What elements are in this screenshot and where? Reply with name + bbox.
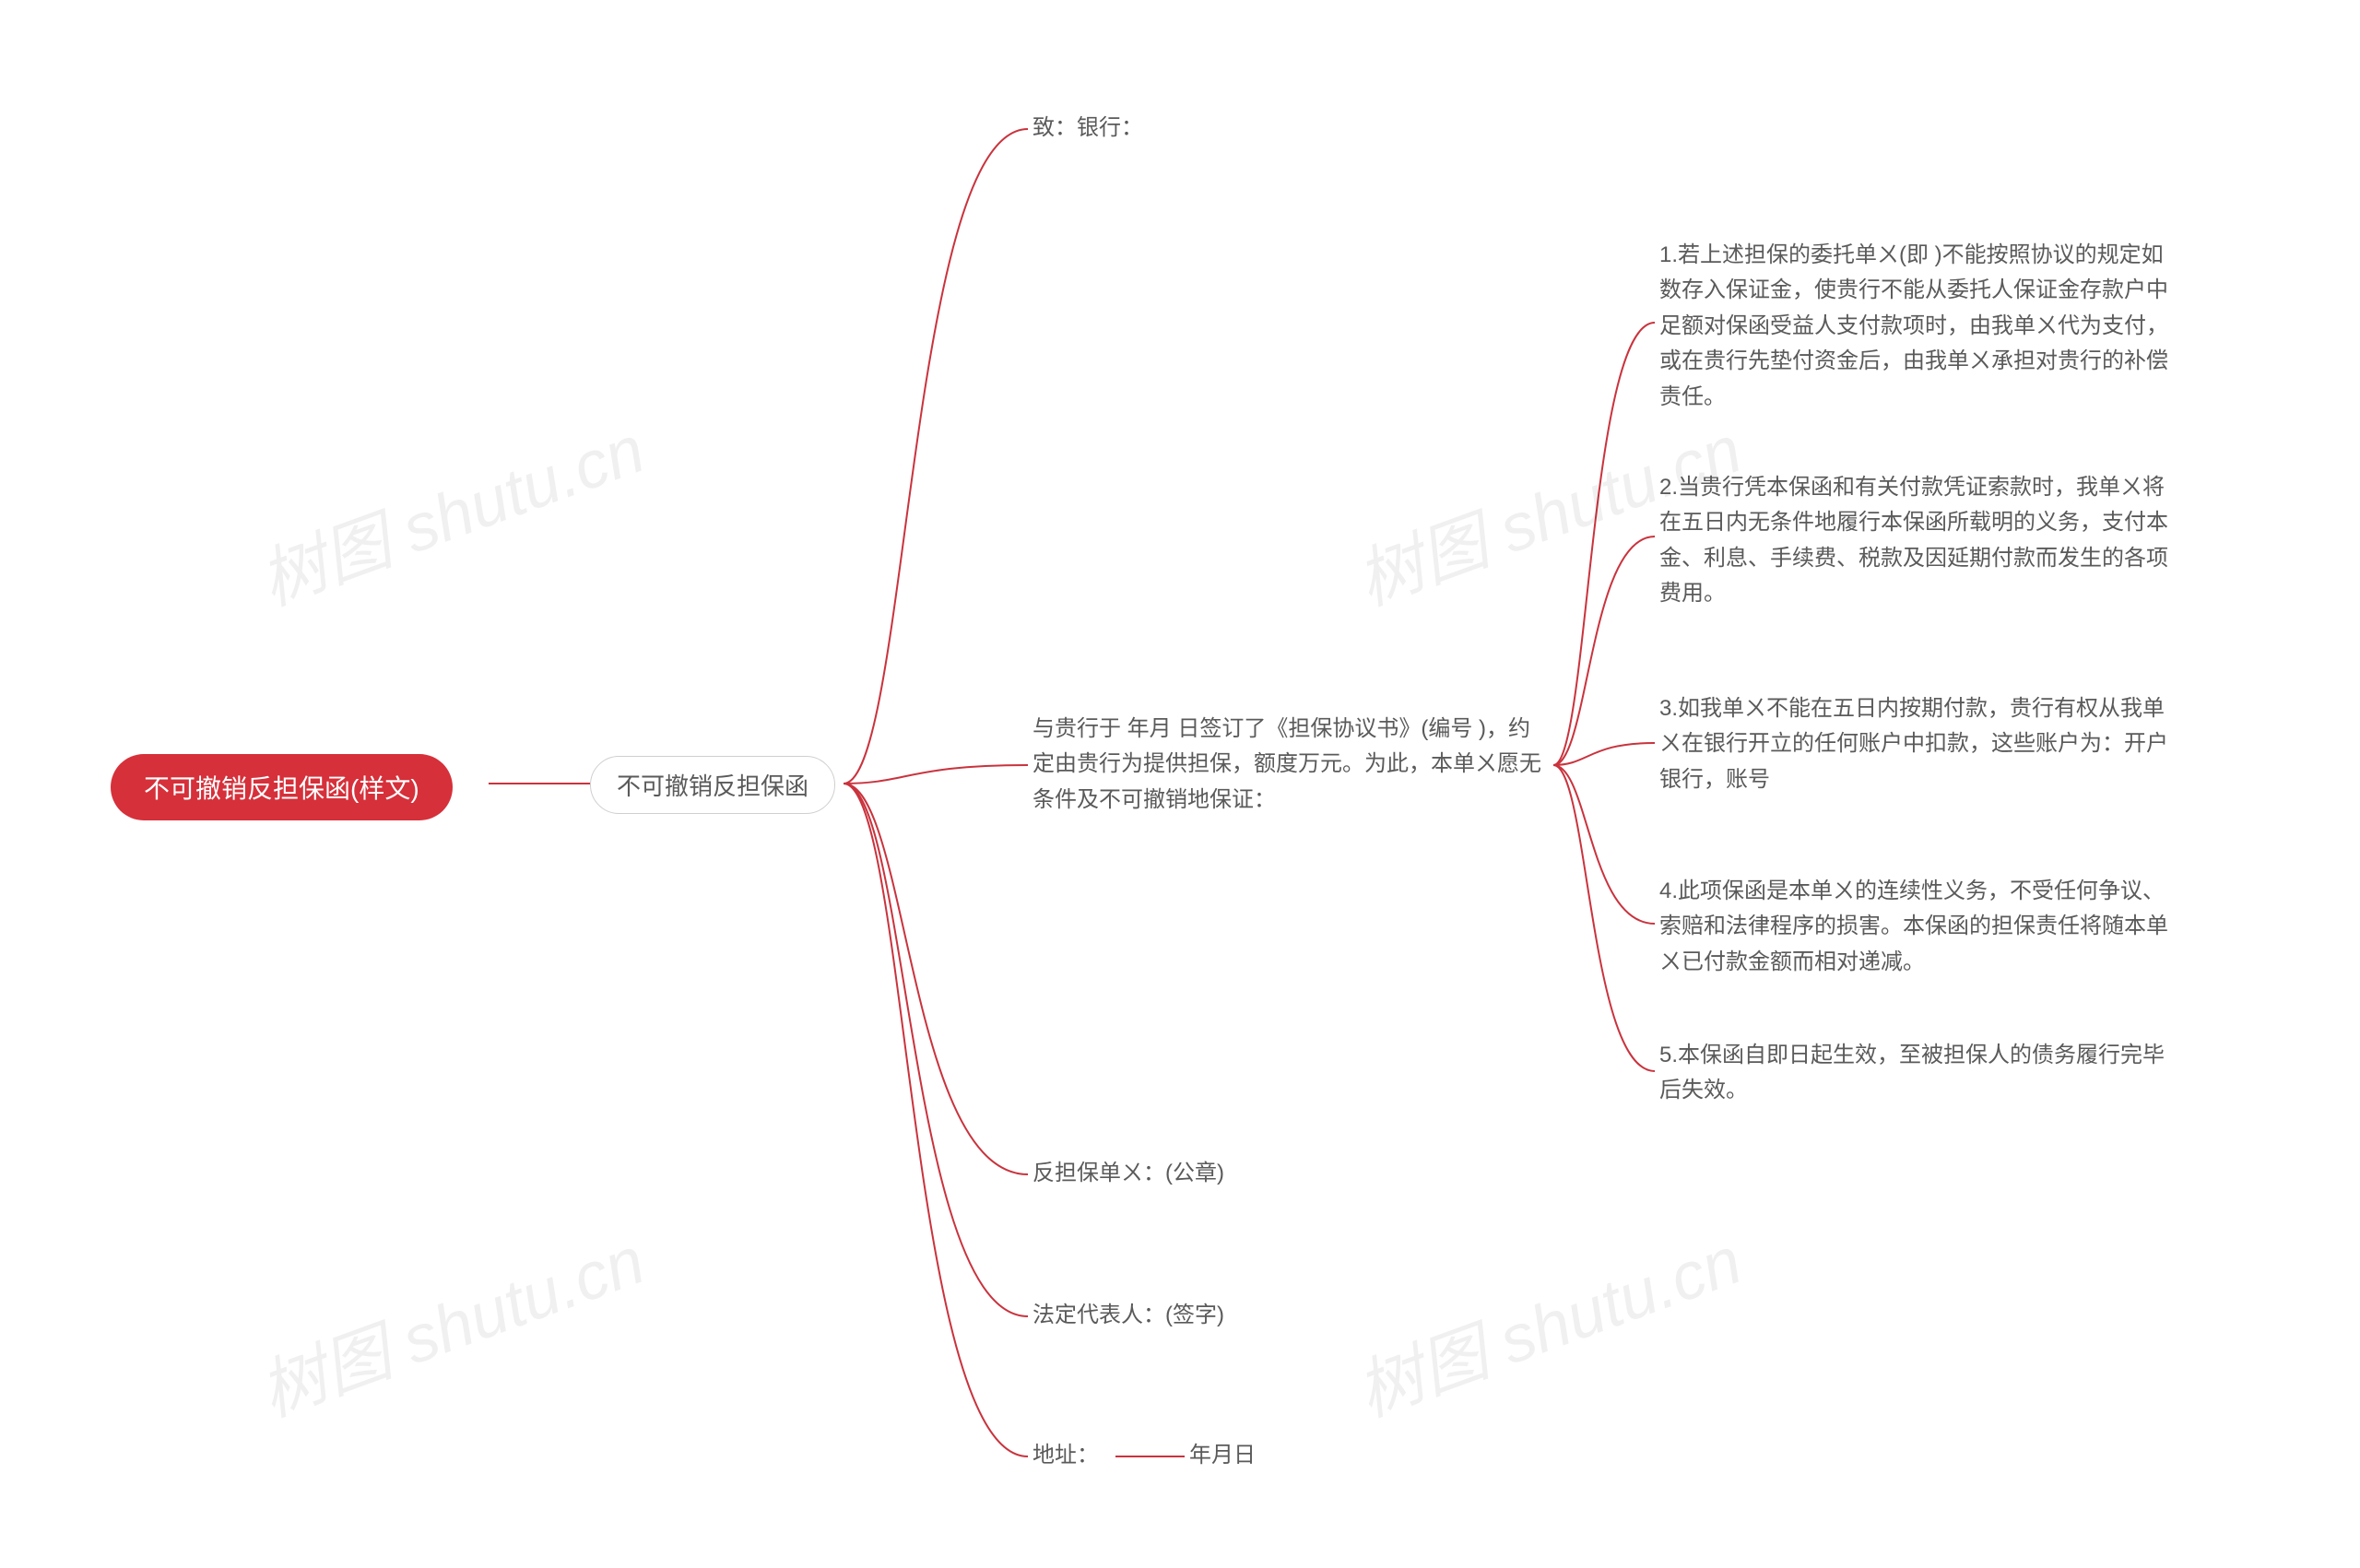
- branch-label: 与贵行于 年月 日签订了《担保协议书》(编号 )，约定由贵行为提供担保，额度万元…: [1032, 716, 1541, 812]
- subnode-c4[interactable]: 4.此项保函是本单ㄨ的连续性义务，不受任何争议、索赔和法律程序的损害。本保函的担…: [1659, 874, 2176, 980]
- subnode-c3[interactable]: 3.如我单ㄨ不能在五日内按期付款，贵行有权从我单ㄨ在银行开立的任何账户中扣款，这…: [1659, 691, 2176, 797]
- watermark: 树图 shutu.cn: [244, 1207, 655, 1435]
- connector-path: [1553, 765, 1655, 1071]
- branch-b1[interactable]: 致：银行：: [1032, 111, 1143, 146]
- connector-path: [844, 784, 1028, 1316]
- root-label: 不可撤销反担保函(样文): [144, 774, 419, 803]
- subnode-label: 4.此项保函是本单ㄨ的连续性义务，不受任何争议、索赔和法律程序的损害。本保函的担…: [1659, 878, 2168, 974]
- subnode-label: 2.当贵行凭本保函和有关付款凭证索款时，我单ㄨ将在五日内无条件地履行本保函所载明…: [1659, 475, 2168, 606]
- connector-path: [844, 784, 1028, 1456]
- connector-path: [844, 765, 1028, 784]
- level1-node[interactable]: 不可撤销反担保函: [590, 756, 835, 814]
- branch-label: 反担保单ㄨ：(公章): [1032, 1161, 1224, 1185]
- branch-b5[interactable]: 地址：: [1032, 1438, 1099, 1473]
- connector-path: [844, 784, 1028, 1174]
- branch-label: 致：银行：: [1032, 115, 1143, 140]
- subnode-c2[interactable]: 2.当贵行凭本保函和有关付款凭证索款时，我单ㄨ将在五日内无条件地履行本保函所载明…: [1659, 470, 2176, 612]
- branch-b4[interactable]: 法定代表人：(签字): [1032, 1298, 1224, 1333]
- subnode-d1[interactable]: 年月日: [1189, 1438, 1256, 1473]
- root-node[interactable]: 不可撤销反担保函(样文): [111, 754, 453, 820]
- subnode-label: 3.如我单ㄨ不能在五日内按期付款，贵行有权从我单ㄨ在银行开立的任何账户中扣款，这…: [1659, 696, 2168, 792]
- connector-path: [1553, 323, 1655, 765]
- watermark: 树图 shutu.cn: [1341, 1207, 1752, 1435]
- watermark: 树图 shutu.cn: [244, 395, 655, 624]
- branch-label: 地址：: [1032, 1443, 1099, 1468]
- subnode-c1[interactable]: 1.若上述担保的委托单ㄨ(即 )不能按照协议的规定如数存入保证金，使贵行不能从委…: [1659, 238, 2176, 415]
- subnode-label: 5.本保函自即日起生效，至被担保人的债务履行完毕后失效。: [1659, 1043, 2165, 1102]
- subnode-c5[interactable]: 5.本保函自即日起生效，至被担保人的债务履行完毕后失效。: [1659, 1038, 2176, 1109]
- subnode-label: 年月日: [1189, 1443, 1256, 1468]
- connector-path: [1553, 536, 1655, 765]
- connector-path: [1553, 765, 1655, 924]
- branch-label: 法定代表人：(签字): [1032, 1303, 1224, 1327]
- branch-b3[interactable]: 反担保单ㄨ：(公章): [1032, 1156, 1224, 1191]
- subnode-label: 1.若上述担保的委托单ㄨ(即 )不能按照协议的规定如数存入保证金，使贵行不能从委…: [1659, 242, 2168, 409]
- connector-path: [1553, 743, 1655, 765]
- connector-path: [844, 129, 1028, 784]
- level1-label: 不可撤销反担保函: [617, 772, 808, 800]
- branch-b2[interactable]: 与贵行于 年月 日签订了《担保协议书》(编号 )，约定由贵行为提供担保，额度万元…: [1032, 712, 1549, 818]
